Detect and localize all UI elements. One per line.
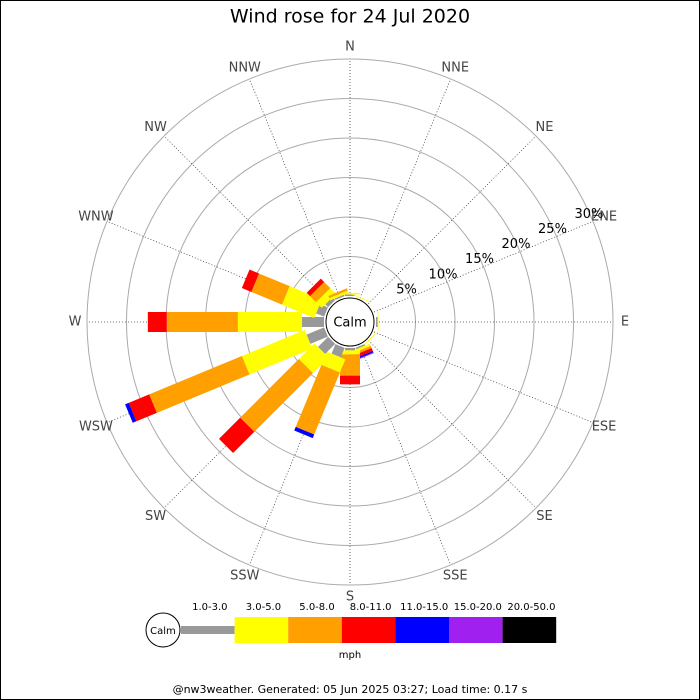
- spoke: [248, 78, 341, 299]
- direction-label: NNE: [441, 60, 469, 75]
- legend-calm: [145, 612, 181, 648]
- spoke: [359, 78, 452, 299]
- legend-swatch: [181, 626, 235, 634]
- r-tick-label: 25%: [538, 222, 567, 237]
- direction-label: W: [69, 315, 82, 330]
- bar-segment: [361, 333, 377, 349]
- direction-label: NE: [535, 120, 553, 135]
- spoke: [373, 220, 594, 313]
- bar-segment: [240, 359, 313, 432]
- bar-segment: [325, 297, 336, 308]
- legend-swatch: [341, 617, 396, 643]
- bar-segment: [237, 312, 302, 332]
- legend-label: 20.0-50.0: [507, 602, 555, 613]
- bar-segment: [241, 329, 313, 375]
- direction-label: E: [621, 315, 629, 330]
- bar-segment: [318, 336, 336, 354]
- direction-label: NNW: [229, 60, 261, 75]
- direction-label: SSE: [443, 569, 468, 584]
- bar-segment: [125, 402, 137, 423]
- bar-segment: [251, 273, 290, 305]
- bar-segment: [306, 278, 325, 297]
- legend-label: 11.0-15.0: [400, 602, 448, 613]
- direction-label: NW: [144, 120, 167, 135]
- bar-segment: [376, 317, 378, 327]
- legend-label: 15.0-20.0: [454, 602, 502, 613]
- direction-label: WNW: [78, 209, 114, 224]
- bar-segment: [294, 426, 315, 439]
- bar-segment: [128, 394, 157, 422]
- grid-ring: [126, 98, 574, 546]
- bar-segment: [282, 286, 322, 318]
- legend-swatch: [395, 617, 449, 643]
- spoke: [163, 135, 332, 304]
- legend-calm-label: Calm: [150, 626, 176, 637]
- calm-label: Calm: [333, 316, 366, 331]
- direction-label: N: [345, 40, 355, 55]
- bar-segment: [295, 364, 340, 435]
- direction-label: ESE: [592, 420, 617, 435]
- bar-segment: [350, 293, 370, 302]
- bar-segment: [298, 343, 329, 374]
- bar-segment: [306, 327, 328, 344]
- bar-segment: [331, 344, 345, 358]
- r-tick-label: 10%: [429, 267, 458, 282]
- bar-segment: [166, 312, 238, 332]
- r-tick-label: 20%: [502, 237, 531, 252]
- bar-segment: [301, 317, 324, 327]
- calm-circle: [325, 297, 375, 347]
- r-tick-label: 30%: [575, 207, 604, 222]
- bar-segment: [149, 355, 250, 413]
- r-tick-label: 5%: [396, 282, 417, 297]
- grid-ring: [86, 58, 614, 586]
- direction-label: S: [346, 590, 354, 605]
- spoke: [368, 135, 537, 304]
- bar-segment: [310, 282, 331, 303]
- bar-segment: [241, 269, 260, 292]
- direction-label: SW: [145, 509, 166, 524]
- bar-segment: [340, 350, 360, 355]
- bar-segment: [147, 312, 167, 332]
- unit-label: mph: [339, 650, 361, 661]
- bar-segment: [355, 344, 366, 350]
- legend-swatch: [234, 617, 289, 643]
- direction-label: SSW: [230, 569, 260, 584]
- spoke: [359, 345, 452, 566]
- bar-segment: [329, 290, 349, 301]
- direction-label: ENE: [591, 209, 617, 224]
- legend-label: 5.0-8.0: [299, 602, 334, 613]
- bar-segment: [328, 288, 348, 299]
- legend-label: 8.0-11.0: [350, 602, 392, 613]
- bar-segment: [377, 312, 379, 332]
- bar-segment: [340, 375, 360, 385]
- direction-label: WSW: [79, 420, 113, 435]
- bar-segment: [316, 304, 328, 317]
- legend-label: 1.0-3.0: [192, 602, 227, 613]
- spoke: [373, 331, 594, 424]
- bar-segment: [345, 348, 355, 351]
- legend-swatch: [288, 617, 342, 643]
- footer: @nw3weather. Generated: 05 Jun 2025 03:2…: [173, 683, 528, 696]
- direction-label: SE: [536, 509, 552, 524]
- bar-segment: [218, 417, 255, 454]
- spoke: [368, 340, 537, 509]
- bar-segment: [316, 288, 336, 308]
- legend-swatch: [502, 617, 557, 643]
- r-tick-label: 15%: [465, 252, 494, 267]
- legend-label: 3.0-5.0: [246, 602, 281, 613]
- bar-segment: [334, 294, 345, 300]
- chart-title: Wind rose for 24 Jul 2020: [230, 6, 470, 28]
- legend-swatch: [449, 617, 503, 643]
